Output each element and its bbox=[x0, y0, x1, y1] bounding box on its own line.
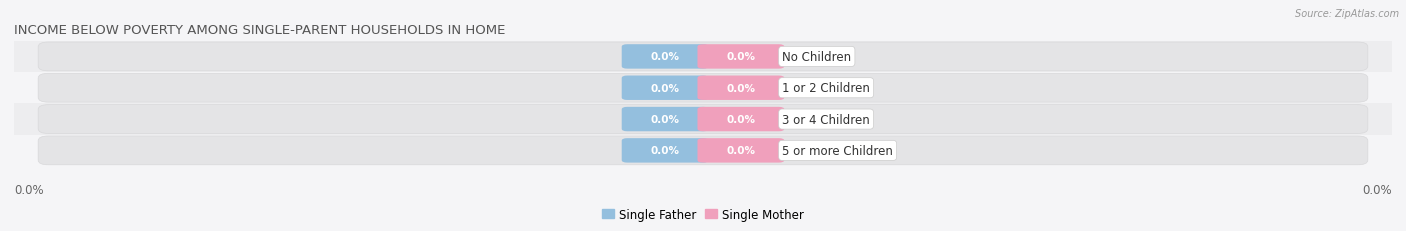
Text: 0.0%: 0.0% bbox=[651, 115, 679, 125]
Text: 0.0%: 0.0% bbox=[727, 52, 755, 62]
Text: 3 or 4 Children: 3 or 4 Children bbox=[782, 113, 870, 126]
FancyBboxPatch shape bbox=[621, 107, 709, 132]
FancyBboxPatch shape bbox=[697, 76, 785, 100]
FancyBboxPatch shape bbox=[697, 139, 785, 163]
Text: 1 or 2 Children: 1 or 2 Children bbox=[782, 82, 870, 95]
Text: No Children: No Children bbox=[782, 51, 852, 64]
Bar bbox=[14, 73, 1392, 104]
Text: Source: ZipAtlas.com: Source: ZipAtlas.com bbox=[1295, 9, 1399, 19]
FancyBboxPatch shape bbox=[697, 45, 785, 69]
Text: 0.0%: 0.0% bbox=[651, 83, 679, 93]
Bar bbox=[14, 135, 1392, 166]
Text: 0.0%: 0.0% bbox=[1362, 183, 1392, 196]
Text: 0.0%: 0.0% bbox=[727, 146, 755, 156]
Legend: Single Father, Single Mother: Single Father, Single Mother bbox=[598, 203, 808, 225]
Text: 0.0%: 0.0% bbox=[651, 52, 679, 62]
Bar bbox=[14, 104, 1392, 135]
FancyBboxPatch shape bbox=[38, 74, 1368, 103]
FancyBboxPatch shape bbox=[621, 76, 709, 100]
FancyBboxPatch shape bbox=[38, 105, 1368, 134]
Text: INCOME BELOW POVERTY AMONG SINGLE-PARENT HOUSEHOLDS IN HOME: INCOME BELOW POVERTY AMONG SINGLE-PARENT… bbox=[14, 24, 505, 37]
Text: 0.0%: 0.0% bbox=[727, 115, 755, 125]
FancyBboxPatch shape bbox=[621, 45, 709, 69]
FancyBboxPatch shape bbox=[621, 139, 709, 163]
Text: 0.0%: 0.0% bbox=[727, 83, 755, 93]
Text: 5 or more Children: 5 or more Children bbox=[782, 144, 893, 157]
Text: 0.0%: 0.0% bbox=[14, 183, 44, 196]
FancyBboxPatch shape bbox=[38, 136, 1368, 165]
Text: 0.0%: 0.0% bbox=[651, 146, 679, 156]
FancyBboxPatch shape bbox=[697, 107, 785, 132]
FancyBboxPatch shape bbox=[38, 43, 1368, 72]
Bar bbox=[14, 42, 1392, 73]
